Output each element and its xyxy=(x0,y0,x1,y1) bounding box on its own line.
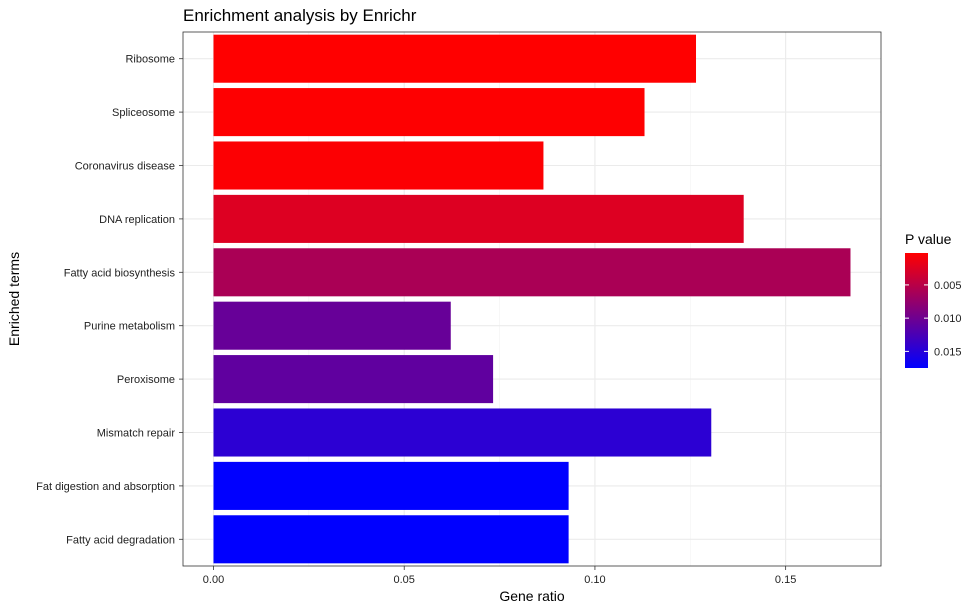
y-tick-label: Fatty acid degradation xyxy=(66,534,175,546)
x-tick-label: 0.00 xyxy=(203,574,224,586)
legend-ticks: 0.005 0.010 0.015 xyxy=(905,280,962,358)
y-tick-label: Fatty acid biosynthesis xyxy=(64,267,176,279)
bar-peroxisome xyxy=(213,355,494,404)
bar-purine-metabolism xyxy=(213,301,451,350)
legend-tick-label: 0.005 xyxy=(934,280,962,292)
y-tick-label: Purine metabolism xyxy=(84,321,175,333)
y-tick-label: DNA replication xyxy=(99,214,175,226)
y-tick-label: Spliceosome xyxy=(112,107,175,119)
bar-mismatch-repair xyxy=(213,408,712,457)
bar-ribosome xyxy=(213,34,697,83)
y-tick-label: Peroxisome xyxy=(117,374,175,386)
y-tick-label: Fat digestion and absorption xyxy=(36,481,175,493)
bar-fatty-acid-biosynthesis xyxy=(213,248,851,297)
x-tick-label: 0.05 xyxy=(394,574,415,586)
bars xyxy=(213,34,851,564)
y-tick-label: Mismatch repair xyxy=(97,428,176,440)
chart-title: Enrichment analysis by Enrichr xyxy=(183,6,417,25)
x-tick-label: 0.10 xyxy=(584,574,605,586)
legend: P value 0.005 0.010 0.015 xyxy=(905,231,962,368)
bar-spliceosome xyxy=(213,88,645,137)
legend-tick-label: 0.015 xyxy=(934,346,962,358)
bar-dna-replication xyxy=(213,194,744,243)
y-tick-label: Coronavirus disease xyxy=(75,161,175,173)
x-axis-ticks: 0.00 0.05 0.10 0.15 xyxy=(203,566,796,586)
y-tick-label: Ribosome xyxy=(125,54,175,66)
y-axis-label: Enriched terms xyxy=(6,252,22,346)
bar-fat-digestion-and-absorption xyxy=(213,461,569,510)
legend-title: P value xyxy=(905,231,952,247)
plot-panel-border xyxy=(182,31,882,567)
bar-fatty-acid-degradation xyxy=(213,515,569,564)
x-tick-label: 0.15 xyxy=(775,574,796,586)
x-axis-label: Gene ratio xyxy=(499,588,565,604)
y-axis-ticks: Ribosome Spliceosome Coronavirus disease DN… xyxy=(36,54,183,546)
legend-tick-label: 0.010 xyxy=(934,313,962,325)
legend-colorbar xyxy=(905,253,928,368)
bar-coronavirus-disease xyxy=(213,141,544,190)
